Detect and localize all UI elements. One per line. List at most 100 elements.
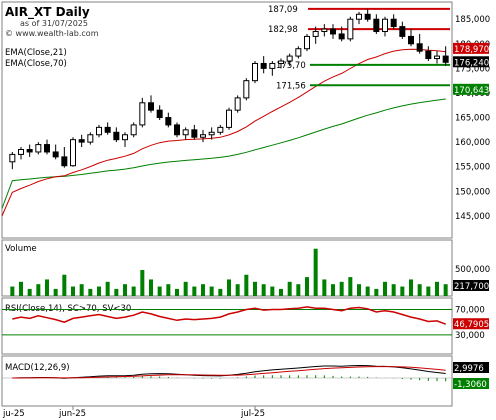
last-close-tag: 176,240 <box>454 58 489 68</box>
price-tick-label: 145,000 <box>455 212 490 222</box>
volume-bar <box>218 288 223 296</box>
candle-body <box>338 33 345 40</box>
candle-body <box>44 144 50 153</box>
candle-body <box>96 126 102 136</box>
candle-body <box>61 156 68 167</box>
candle-body <box>18 149 24 155</box>
candle-body <box>35 144 42 153</box>
candle-body <box>182 129 189 136</box>
volume-bar <box>400 286 405 296</box>
volume-bar <box>383 281 387 296</box>
volume-tick-label: 500,000 <box>455 265 490 275</box>
volume-bar <box>97 286 101 296</box>
volume-bar <box>339 281 344 296</box>
volume-bar <box>45 279 49 296</box>
candle-body <box>425 50 432 60</box>
candle-body <box>78 139 85 143</box>
volume-label: Volume <box>5 244 37 254</box>
volume-bar <box>409 279 413 296</box>
candle-body <box>52 151 59 158</box>
volume-bar <box>357 284 361 296</box>
ema21-line <box>1 48 446 217</box>
volume-bar <box>105 281 110 296</box>
candle-body <box>373 18 380 33</box>
macd-value-tag-bg <box>453 362 489 373</box>
volume-bar <box>10 286 15 296</box>
candle-body <box>399 26 406 37</box>
rsi-value-tag-bg <box>453 318 489 330</box>
level-label: 187,09 <box>268 5 298 15</box>
volume-bar <box>365 286 370 296</box>
ema70-line <box>1 98 446 209</box>
candle-body <box>347 18 354 40</box>
candle-body <box>330 28 336 35</box>
rsi-tick-30: 30,000 <box>455 331 485 341</box>
volume-bar <box>192 286 197 296</box>
candle-body <box>156 109 163 119</box>
ema70-value-tag-bg <box>453 83 489 95</box>
rsi-tick-70: 70,000 <box>455 305 485 315</box>
volume-bar <box>201 284 205 296</box>
volume-bar <box>296 284 301 296</box>
volume-bar <box>348 277 353 296</box>
volume-bar <box>270 286 275 296</box>
price-tick-label: 150,000 <box>455 187 490 197</box>
candle-body <box>390 18 397 28</box>
macd-label: MACD(12,26,9) <box>5 363 70 373</box>
candle-body <box>234 97 241 111</box>
candle-body <box>434 55 440 60</box>
volume-bar <box>157 286 162 296</box>
candle-body <box>278 60 284 64</box>
macd-signal-line <box>12 366 446 379</box>
volume-value-tag-bg <box>453 280 489 291</box>
price-tick-label: 185,000 <box>455 15 490 25</box>
volume-bar <box>443 284 448 296</box>
ema70-label: EMA(Close,70) <box>5 59 67 69</box>
volume-bar <box>374 288 379 296</box>
candle-body <box>312 31 319 37</box>
x-tick-label: jun-25 <box>58 409 86 419</box>
candle-body <box>139 102 146 126</box>
last-close-tag-bg <box>453 56 489 68</box>
candle-body <box>9 153 16 163</box>
volume-bar <box>227 279 231 296</box>
candle-body <box>286 55 293 62</box>
volume-value-tag: 217,700 <box>454 282 489 292</box>
volume-bar <box>435 281 439 296</box>
volume-bar <box>79 284 84 296</box>
ema21-label: EMA(Close,21) <box>5 48 67 58</box>
volume-bar <box>62 274 67 296</box>
price-tick-label: 165,000 <box>455 114 490 124</box>
rsi-value-tag: 46,7905 <box>454 320 489 330</box>
candle-body <box>87 134 94 143</box>
price-tick-label: 160,000 <box>455 138 490 148</box>
volume-bar <box>88 288 93 296</box>
candle-body <box>130 124 137 136</box>
volume-bar <box>175 288 179 296</box>
volume-bar <box>391 284 396 296</box>
level-label: 182,98 <box>268 25 298 35</box>
volume-bar <box>19 281 23 296</box>
candle-body <box>382 18 388 33</box>
volume-bar <box>261 284 266 296</box>
candle-body <box>70 139 76 167</box>
candle-body <box>26 149 33 153</box>
candle-body <box>243 80 250 99</box>
candle-body <box>416 43 423 52</box>
volume-bar <box>305 277 309 296</box>
candle-body <box>174 124 180 136</box>
candle-body <box>148 102 154 111</box>
x-tick-label: ju-25 <box>2 409 25 419</box>
volume-bar <box>114 288 119 296</box>
price-tick-label: 175,000 <box>455 64 490 74</box>
volume-bar <box>36 284 41 296</box>
macd-value-tag: 2,9976 <box>454 364 484 374</box>
candle-body <box>295 48 302 57</box>
candle-body <box>364 13 371 20</box>
volume-bar <box>123 284 127 296</box>
volume-bar <box>131 286 136 296</box>
rsi-panel <box>1 297 453 355</box>
volume-bar <box>149 279 153 296</box>
level-label: 175,70 <box>276 61 306 71</box>
